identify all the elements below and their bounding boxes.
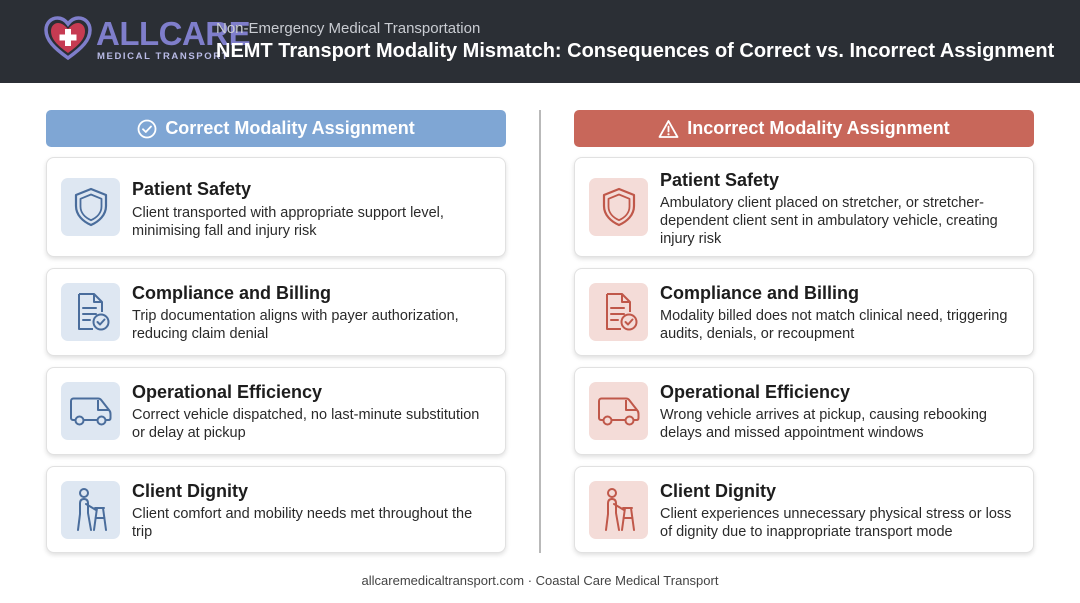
- logo-wordmark: ALLCARE: [96, 15, 251, 52]
- icon-tile: [589, 178, 648, 236]
- card-title: Client Dignity: [132, 481, 248, 501]
- icon-tile: [589, 481, 648, 539]
- correct-card-operational-efficiency: Operational Efficiency Correct vehicle d…: [46, 367, 506, 455]
- card-description: Client experiences unnecessary physical …: [660, 506, 1012, 540]
- icon-tile: [589, 382, 648, 440]
- icon-tile: [61, 283, 120, 341]
- card-description: Client comfort and mobility needs met th…: [132, 506, 473, 540]
- card-description: Modality billed does not match clinical …: [660, 308, 1008, 342]
- icon-tile: [61, 382, 120, 440]
- walker-person-icon: [76, 488, 107, 531]
- card-description: Wrong vehicle arrives at pickup, causing…: [660, 407, 987, 441]
- correct-heading: Correct Modality Assignment: [46, 110, 506, 147]
- card-title: Patient Safety: [132, 179, 252, 199]
- icon-tile: [589, 283, 648, 341]
- correct-card-patient-safety: Patient Safety Client transported with a…: [46, 157, 506, 257]
- card-title: Compliance and Billing: [132, 283, 332, 303]
- incorrect-card-client-dignity: Client Dignity Client experiences unnece…: [574, 466, 1034, 553]
- incorrect-card-compliance-billing: Compliance and Billing Modality billed d…: [574, 268, 1034, 356]
- card-title: Compliance and Billing: [660, 283, 860, 303]
- document-check-icon: [77, 293, 109, 331]
- page-title: NEMT Transport Modality Mismatch: Conseq…: [216, 40, 1055, 62]
- card-title: Operational Efficiency: [660, 382, 851, 402]
- card-description: Trip documentation aligns with payer aut…: [132, 308, 459, 342]
- icon-tile: [61, 481, 120, 539]
- card-title: Operational Efficiency: [132, 382, 323, 402]
- check-circle-icon: [137, 119, 157, 138]
- card-title: Patient Safety: [660, 170, 780, 190]
- correct-card-compliance-billing: Compliance and Billing Trip documentatio…: [46, 268, 506, 356]
- card-description: Client transported with appropriate supp…: [132, 205, 444, 239]
- card-description: Correct vehicle dispatched, no last-minu…: [132, 407, 480, 441]
- column-divider: [539, 110, 541, 553]
- document-check-icon: [605, 293, 637, 331]
- incorrect-card-patient-safety: Patient Safety Ambulatory client placed …: [574, 157, 1034, 257]
- incorrect-heading-label: Incorrect Modality Assignment: [687, 118, 950, 138]
- card-title: Client Dignity: [660, 481, 776, 501]
- incorrect-heading: Incorrect Modality Assignment: [574, 110, 1034, 147]
- company-logo: ALLCARE MEDICAL TRANSPORT: [44, 14, 251, 66]
- walker-person-icon: [604, 488, 635, 531]
- shield-icon: [602, 187, 635, 227]
- page-subtitle: Non-Emergency Medical Transportation: [216, 20, 481, 37]
- correct-card-client-dignity: Client Dignity Client comfort and mobili…: [46, 466, 506, 553]
- footer-credit: allcaremedicaltransport.com · Coastal Ca…: [361, 573, 719, 588]
- heart-cross-logo-icon: [44, 16, 92, 61]
- van-icon: [597, 397, 639, 426]
- correct-heading-label: Correct Modality Assignment: [165, 118, 415, 138]
- warning-triangle-icon: [658, 119, 679, 138]
- card-description: Ambulatory client placed on stretcher, o…: [660, 195, 998, 247]
- logo-tagline: MEDICAL TRANSPORT: [97, 51, 230, 62]
- van-icon: [69, 397, 111, 426]
- shield-icon: [74, 187, 107, 227]
- icon-tile: [61, 178, 120, 236]
- header-bar: ALLCARE MEDICAL TRANSPORT Non-Emergency …: [0, 0, 1080, 83]
- incorrect-card-operational-efficiency: Operational Efficiency Wrong vehicle arr…: [574, 367, 1034, 455]
